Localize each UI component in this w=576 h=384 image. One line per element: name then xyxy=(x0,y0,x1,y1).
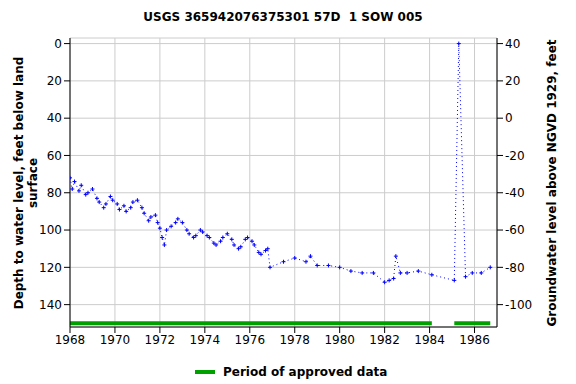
svg-text:-80: -80 xyxy=(505,261,525,275)
svg-text:1980: 1980 xyxy=(324,333,355,347)
svg-text:-60: -60 xyxy=(505,223,525,237)
svg-text:1978: 1978 xyxy=(279,333,310,347)
svg-text:60: 60 xyxy=(47,149,62,163)
svg-text:40: 40 xyxy=(505,37,520,51)
html-text:Depth to water level, feet bel: Depth to water level, feet below land su… xyxy=(12,56,40,310)
svg-text:1982: 1982 xyxy=(369,333,400,347)
svg-text:1976: 1976 xyxy=(235,333,266,347)
svg-text:1968: 1968 xyxy=(55,333,86,347)
svg-text:1972: 1972 xyxy=(145,333,176,347)
svg-text:0: 0 xyxy=(505,111,513,125)
html-text:USGS 365942076375301 57D 1 SOW: USGS 365942076375301 57D 1 SOW 005 xyxy=(143,10,423,24)
svg-text:1984: 1984 xyxy=(414,333,445,347)
svg-text:-100: -100 xyxy=(505,298,532,312)
svg-text:1970: 1970 xyxy=(100,333,131,347)
svg-text:40: 40 xyxy=(47,111,62,125)
svg-text:1986: 1986 xyxy=(459,333,490,347)
svg-text:0: 0 xyxy=(54,37,62,51)
svg-text:100: 100 xyxy=(39,223,62,237)
html-text:Groundwater level above NGVD 1: Groundwater level above NGVD 1929, feet xyxy=(545,39,559,327)
html-text:Period of approved data: Period of approved data xyxy=(223,365,388,379)
svg-text:20: 20 xyxy=(47,74,62,88)
svg-text:120: 120 xyxy=(39,261,62,275)
svg-text:-40: -40 xyxy=(505,186,525,200)
svg-text:20: 20 xyxy=(505,74,520,88)
svg-text:-20: -20 xyxy=(505,149,525,163)
svg-text:80: 80 xyxy=(47,186,62,200)
svg-text:1974: 1974 xyxy=(190,333,221,347)
svg-text:140: 140 xyxy=(39,298,62,312)
